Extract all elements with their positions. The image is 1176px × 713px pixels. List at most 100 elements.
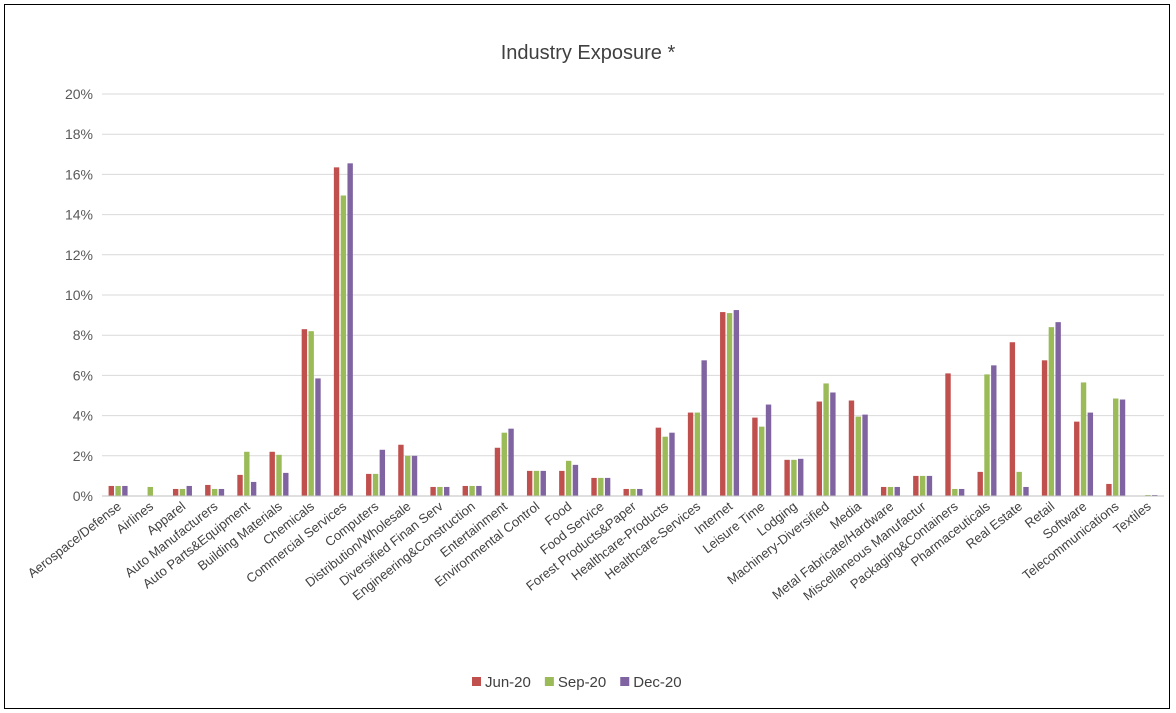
chart-frame [4, 4, 1170, 709]
chart-title: Industry Exposure * [501, 42, 676, 64]
bar [1080, 382, 1087, 496]
y-tick-label: 20% [65, 86, 93, 102]
bar [1074, 421, 1080, 496]
x-category-label: Textiles [1110, 498, 1154, 537]
legend-swatch [472, 677, 481, 686]
bar [733, 310, 740, 496]
bar [823, 383, 829, 496]
bar [476, 485, 482, 496]
bar [301, 329, 308, 496]
bar [218, 488, 225, 496]
bar [1087, 412, 1094, 496]
y-tick-label: 10% [65, 287, 93, 303]
bar [798, 458, 804, 496]
legend-label: Dec-20 [633, 674, 681, 691]
bar [565, 460, 572, 496]
bar [662, 436, 668, 496]
bar [366, 473, 372, 496]
bar [669, 432, 675, 496]
bar [276, 454, 282, 496]
bar [945, 373, 951, 496]
bar [977, 471, 983, 496]
bar [655, 427, 662, 496]
bar [952, 488, 958, 496]
bar [784, 459, 790, 496]
bar [694, 412, 701, 496]
y-tick-label: 0% [73, 488, 93, 504]
y-tick-label: 8% [73, 327, 93, 343]
legend: Jun-20 Sep-20 Dec-20 [472, 674, 682, 691]
bar [913, 475, 919, 496]
bar [179, 488, 186, 496]
bar [1041, 360, 1048, 496]
bar [1048, 327, 1055, 496]
bar [591, 477, 597, 496]
bar [147, 486, 153, 496]
bar [604, 477, 611, 496]
bar [1119, 399, 1126, 496]
bar [1113, 398, 1119, 496]
bar [340, 195, 347, 496]
bar [687, 412, 694, 496]
legend-swatch [544, 677, 554, 686]
y-tick-label: 6% [73, 367, 93, 383]
bar [598, 477, 604, 496]
bar [958, 488, 965, 496]
legend-swatch [620, 677, 630, 686]
bar [623, 488, 629, 496]
bar [315, 378, 321, 496]
bar [791, 459, 797, 496]
bar [984, 374, 990, 496]
bar [526, 470, 533, 497]
bar [494, 447, 501, 496]
bar [283, 472, 289, 496]
bar [269, 451, 275, 496]
bar [172, 488, 179, 496]
bar [444, 486, 450, 496]
bar [437, 486, 443, 496]
legend-label: Sep-20 [558, 674, 606, 691]
bar [205, 484, 211, 496]
gridlines [102, 93, 1164, 457]
y-tick-label: 2% [73, 448, 93, 464]
bar [1106, 483, 1112, 496]
bar [559, 470, 565, 497]
bar [816, 401, 822, 496]
bar [411, 455, 418, 496]
bar [333, 167, 340, 497]
bar [398, 444, 404, 496]
bar [379, 449, 386, 496]
bar [469, 485, 475, 496]
x-category-label: Aerospace/Defense [25, 499, 124, 581]
bar [430, 486, 436, 496]
bar [1055, 322, 1061, 496]
bar [752, 417, 758, 496]
y-tick-label: 18% [65, 126, 93, 142]
bar [533, 470, 540, 497]
y-tick-label: 4% [73, 408, 93, 424]
bars [108, 163, 1158, 497]
bar [308, 331, 314, 496]
y-tick-label: 14% [65, 207, 93, 223]
bar [508, 428, 514, 496]
bar [405, 455, 411, 496]
bar [572, 464, 579, 496]
bar [855, 416, 861, 496]
bar [347, 163, 353, 496]
bar [1009, 342, 1016, 496]
bar [244, 451, 250, 496]
bar [862, 414, 868, 496]
bar [991, 365, 997, 496]
bar [122, 485, 128, 496]
y-axis-ticks: 0% 2% 4% 6% 8% 10% 12% 14% 16% 18% 20% [65, 86, 93, 504]
bar [759, 426, 765, 496]
bar [848, 400, 855, 496]
y-tick-label: 16% [65, 166, 93, 182]
bar [540, 470, 546, 497]
bar [919, 475, 926, 496]
bar [108, 485, 114, 496]
bar [720, 312, 726, 496]
bar [186, 485, 192, 496]
bar [830, 392, 836, 496]
